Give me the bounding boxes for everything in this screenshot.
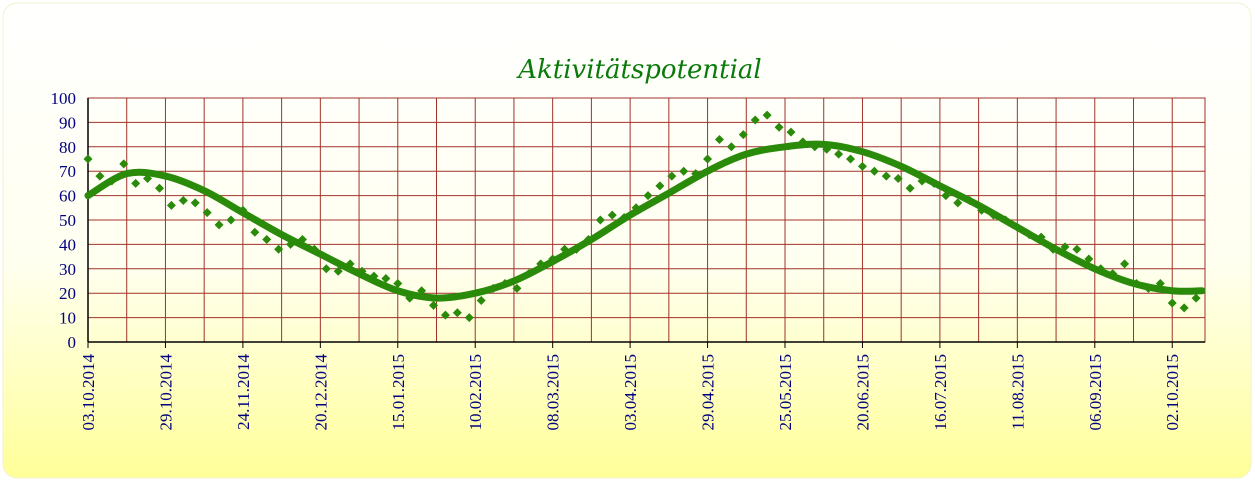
data-point — [226, 215, 236, 225]
data-point — [643, 191, 653, 201]
x-tick-label: 10.02.2015 — [466, 354, 485, 431]
x-tick-label: 06.09.2015 — [1086, 354, 1105, 431]
data-point — [869, 166, 879, 176]
data-point — [440, 310, 450, 320]
y-tick-label: 10 — [59, 309, 76, 328]
data-point — [726, 142, 736, 152]
data-point — [274, 244, 284, 254]
x-tick-label: 03.10.2014 — [79, 354, 98, 431]
data-point — [893, 174, 903, 184]
data-point — [262, 235, 272, 245]
data-point — [166, 200, 176, 210]
x-tick-label: 29.10.2014 — [156, 354, 175, 431]
data-point — [452, 308, 462, 318]
data-point — [83, 154, 93, 164]
data-point — [429, 300, 439, 310]
data-point — [595, 215, 605, 225]
x-tick-label: 03.04.2015 — [621, 354, 640, 431]
data-point — [476, 296, 486, 306]
data-point — [202, 208, 212, 218]
data-point — [190, 198, 200, 208]
data-point — [738, 130, 748, 140]
y-tick-label: 90 — [59, 113, 76, 132]
data-point — [762, 110, 772, 120]
data-point — [703, 154, 713, 164]
data-point — [714, 134, 724, 144]
data-point — [178, 195, 188, 205]
data-point — [786, 127, 796, 137]
trend-line — [84, 140, 1206, 302]
data-point — [154, 183, 164, 193]
data-point — [607, 210, 617, 220]
y-tick-label: 60 — [59, 187, 76, 206]
x-tick-label: 20.06.2015 — [853, 354, 872, 431]
data-point — [953, 198, 963, 208]
x-tick-label: 02.10.2015 — [1163, 354, 1182, 431]
data-point — [905, 183, 915, 193]
data-point — [667, 171, 677, 181]
data-point — [381, 274, 391, 284]
data-point — [393, 278, 403, 288]
x-tick-label: 20.12.2014 — [311, 354, 330, 431]
data-point — [1072, 244, 1082, 254]
y-tick-label: 50 — [59, 211, 76, 230]
data-point — [250, 227, 260, 237]
data-point — [774, 122, 784, 132]
x-tick-label: 16.07.2015 — [931, 354, 950, 431]
x-tick-label: 15.01.2015 — [389, 354, 408, 431]
data-point — [512, 283, 522, 293]
data-point — [95, 171, 105, 181]
y-tick-label: 40 — [59, 235, 76, 254]
data-point — [1179, 303, 1189, 313]
data-point — [214, 220, 224, 230]
data-point — [119, 159, 129, 169]
y-tick-label: 100 — [51, 89, 77, 108]
data-point — [321, 264, 331, 274]
data-point — [1191, 293, 1201, 303]
y-tick-label: 0 — [68, 333, 77, 352]
data-point — [679, 166, 689, 176]
y-tick-label: 70 — [59, 162, 76, 181]
data-point — [881, 171, 891, 181]
y-tick-label: 30 — [59, 260, 76, 279]
x-tick-label: 08.03.2015 — [544, 354, 563, 431]
data-point — [834, 149, 844, 159]
x-tick-label: 11.08.2015 — [1008, 354, 1027, 430]
data-point — [655, 181, 665, 191]
chart-title: Aktivitätspotential — [516, 55, 762, 85]
x-tick-label: 25.05.2015 — [776, 354, 795, 431]
data-point — [1120, 259, 1130, 269]
x-tick-label: 29.04.2015 — [699, 354, 718, 431]
data-point — [131, 178, 141, 188]
data-point — [1167, 298, 1177, 308]
x-tick-label: 24.11.2014 — [234, 354, 253, 430]
data-point — [333, 266, 343, 276]
data-point — [846, 154, 856, 164]
data-point — [750, 115, 760, 125]
y-tick-label: 20 — [59, 284, 76, 303]
y-tick-label: 80 — [59, 138, 76, 157]
data-point — [464, 313, 474, 323]
data-point — [857, 161, 867, 171]
